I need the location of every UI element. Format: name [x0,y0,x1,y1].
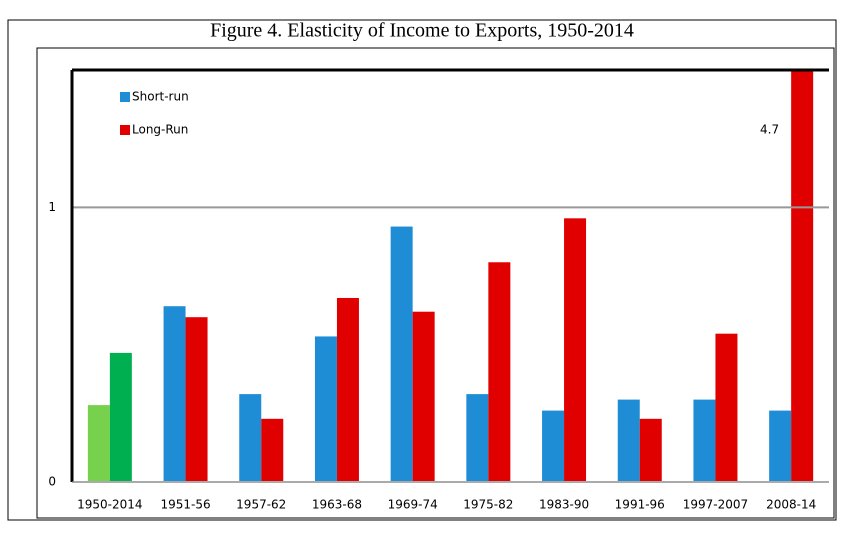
bar [639,418,662,482]
x-tick-label: 1957-62 [236,498,286,512]
x-tick-label: 1963-68 [312,498,362,512]
bar [261,418,284,482]
x-tick-label: 1997-2007 [683,498,748,512]
x-tick-label: 1975-82 [463,498,513,512]
x-tick-label: 1950-2014 [77,498,142,512]
bar [109,352,132,482]
bar [87,405,110,482]
bar [239,394,262,482]
y-tick-label: 1 [48,200,56,214]
legend-swatch [120,125,130,135]
bar [693,399,716,482]
bar [542,410,565,482]
bar [412,311,435,482]
data-label: 4.7 [760,123,779,137]
bar [791,70,814,482]
bar [163,306,186,482]
plot-frame [36,47,835,519]
legend-label: Short-run [132,90,189,104]
x-tick-label: 1983-90 [539,498,589,512]
x-tick-label: 1969-74 [388,498,438,512]
bar [466,394,489,482]
x-tick-label: 2008-14 [766,498,816,512]
plot-area [87,70,814,482]
bar [314,336,337,482]
bar [336,297,359,482]
x-tick-label: 1991-96 [615,498,665,512]
outer-frame [7,19,837,521]
bar [564,218,587,482]
bar [390,226,413,482]
legend-label: Long-Run [132,123,188,137]
chart-title: Figure 4. Elasticity of Income to Export… [210,20,634,42]
legend-swatch [120,92,130,102]
y-tick-label: 0 [48,475,56,489]
bar [488,262,511,482]
bar [617,399,640,482]
bar [185,317,208,482]
x-tick-label: 1951-56 [160,498,210,512]
bar [715,333,738,482]
bar [769,410,792,482]
